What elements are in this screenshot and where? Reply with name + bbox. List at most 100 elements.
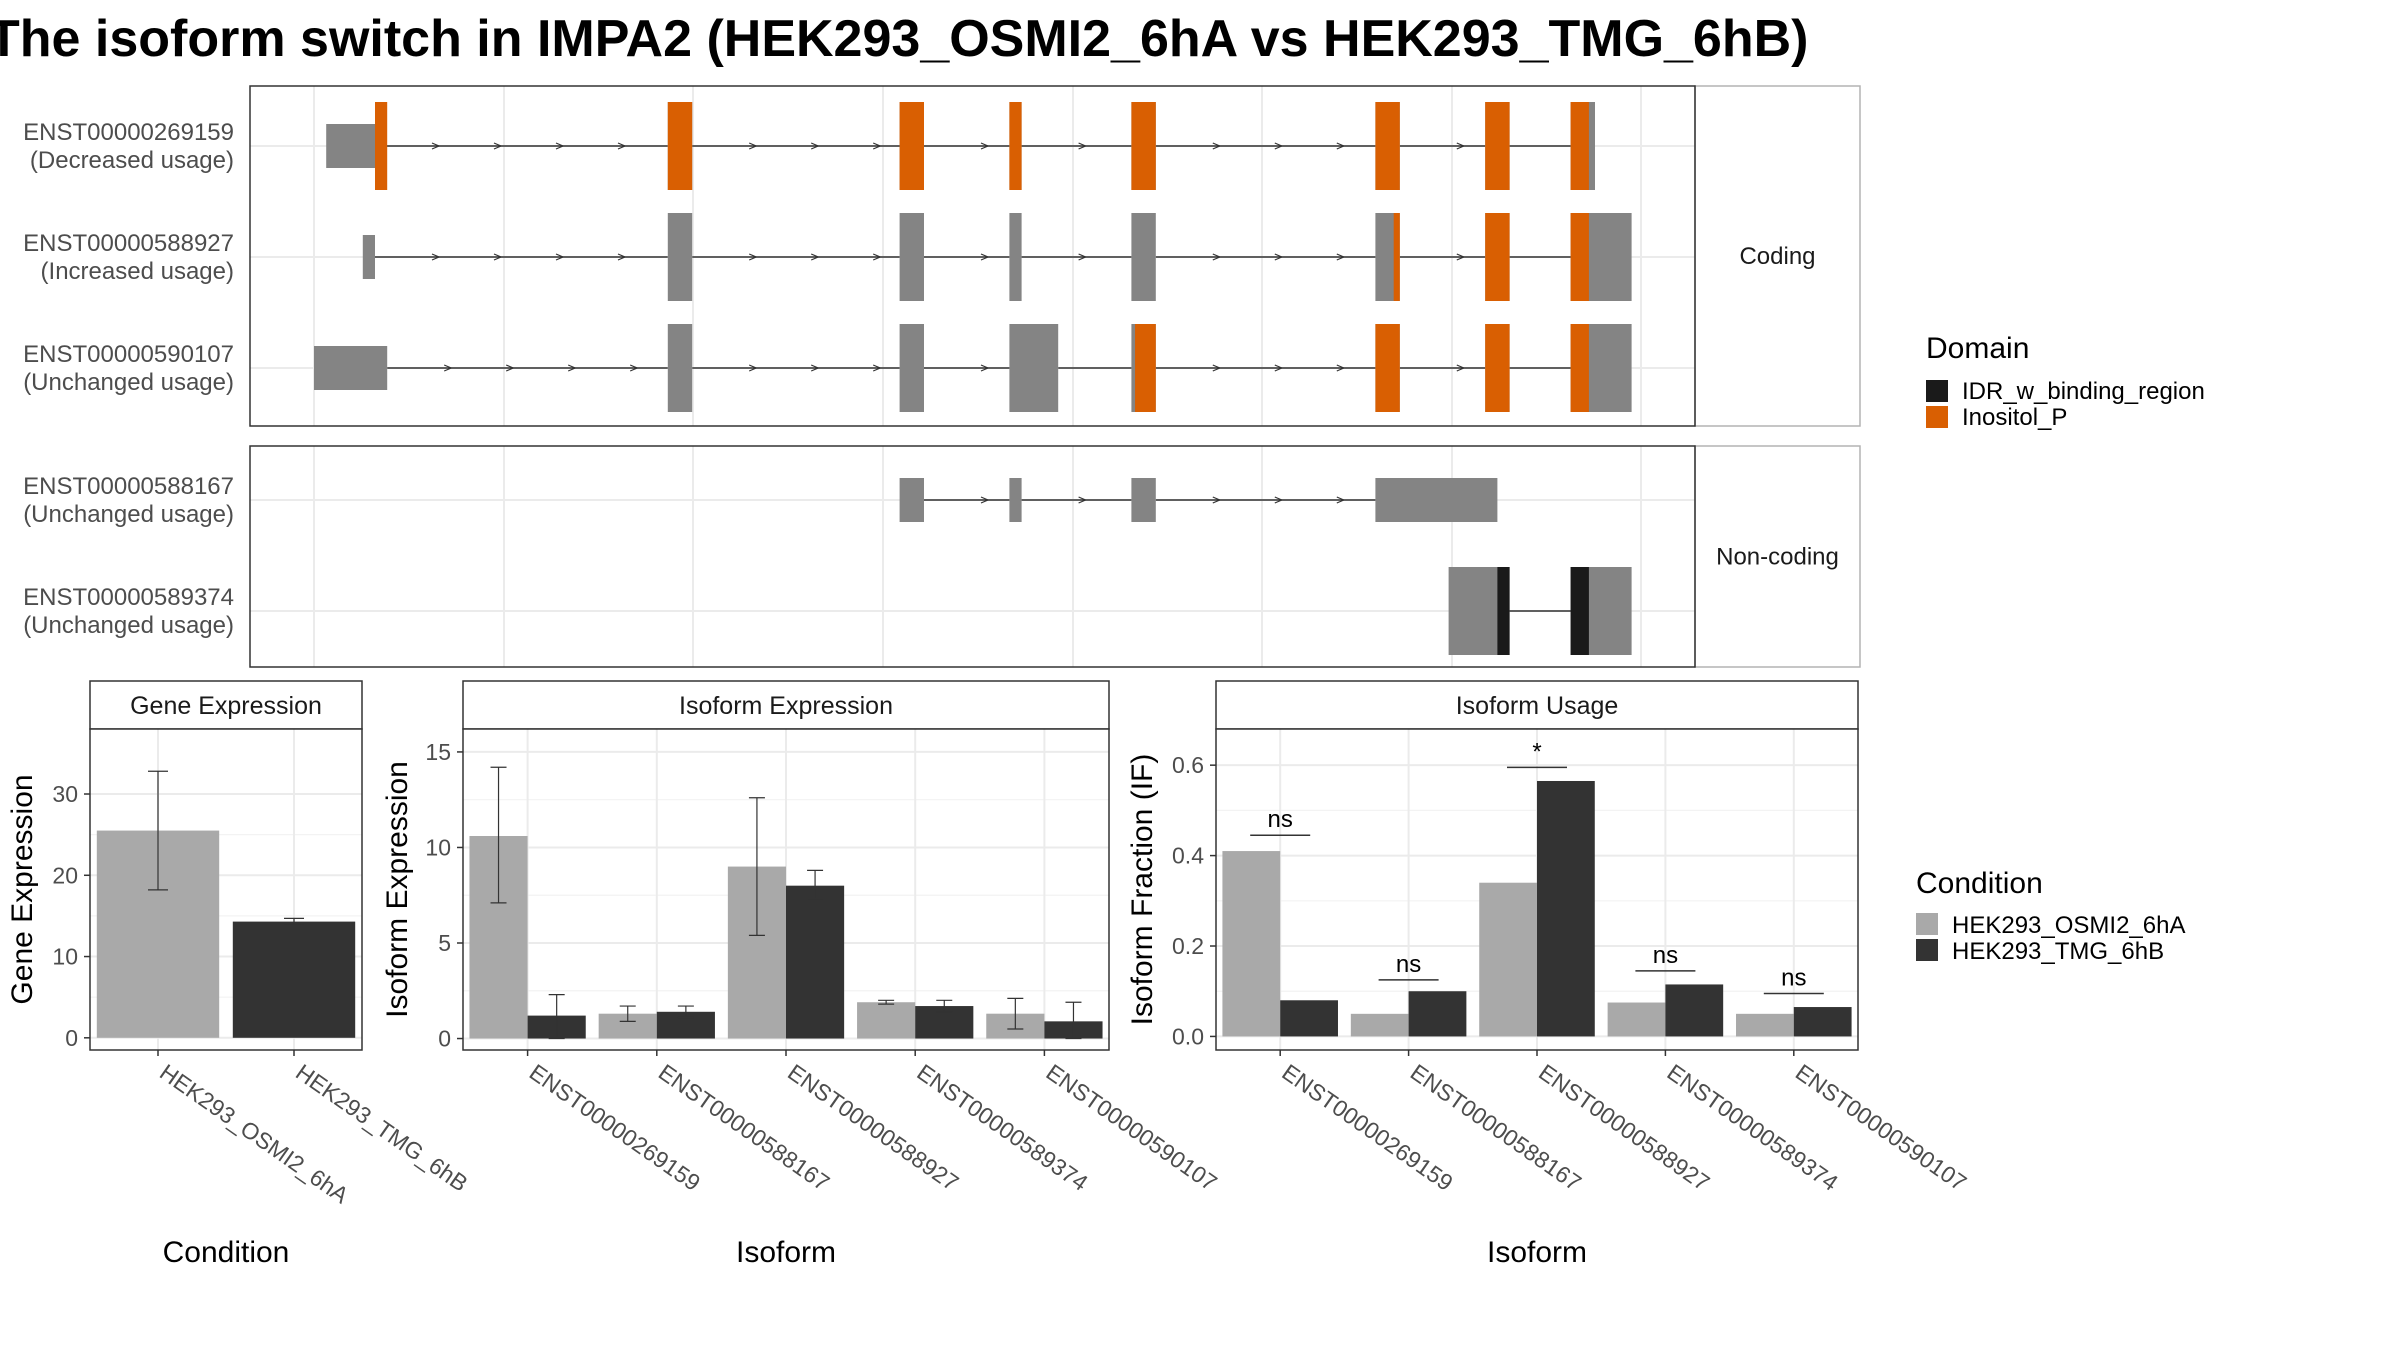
direction-arrow: [1336, 142, 1346, 150]
y-tick-label: 10: [52, 944, 78, 970]
direction-arrow: [1212, 496, 1222, 504]
direction-arrow: [493, 253, 503, 261]
bar-HEK293_TMG_6hB-ENST00000589374: [1665, 984, 1724, 1037]
significance-label: ns: [1653, 942, 1678, 969]
direction-arrow: [810, 142, 820, 150]
domain-inositol_p: [667, 102, 693, 190]
direction-arrow: [617, 142, 627, 150]
condition-legend-label: HEK293_TMG_6hB: [1952, 938, 2164, 965]
significance-label: ns: [1781, 964, 1806, 991]
domain-inositol_p: [1009, 102, 1022, 190]
domain-inositol_p: [1131, 102, 1156, 190]
panel-border: [1215, 728, 1859, 1051]
transcript-usage-label: (Unchanged usage): [23, 369, 234, 396]
direction-arrow: [1078, 253, 1088, 261]
facet-strip: [1694, 85, 1861, 427]
domain-idr_w_binding_region: [1497, 567, 1510, 655]
y-axis-title: Isoform Fraction (IF): [1126, 754, 1159, 1026]
direction-arrow: [1274, 496, 1284, 504]
direction-arrow: [1274, 364, 1284, 372]
bar-HEK293_OSMI2_6hA-ENST00000589374: [857, 1002, 916, 1039]
direction-arrow: [493, 142, 503, 150]
direction-arrow: [555, 142, 565, 150]
direction-arrow: [810, 253, 820, 261]
y-tick-label: 20: [52, 862, 78, 888]
condition-legend-swatch: [1916, 913, 1938, 935]
direction-arrow: [629, 364, 639, 372]
transcript-id-label: ENST00000588927: [23, 230, 234, 257]
y-tick-label: 0: [65, 1025, 78, 1051]
significance-label: ns: [1268, 806, 1293, 833]
direction-arrow: [617, 253, 627, 261]
domain-legend-label: Inositol_P: [1962, 404, 2067, 431]
bar-HEK293_TMG_6hB-ENST00000588167: [1408, 991, 1467, 1037]
condition-legend-title: Condition: [1916, 867, 2043, 900]
bar-HEK293_TMG_6hB-ENST00000588927: [1537, 780, 1595, 1037]
direction-arrow: [810, 364, 820, 372]
transcript-ENST00000588167: ENST00000588167(Unchanged usage): [23, 473, 1498, 528]
y-tick-label: 0.0: [1172, 1023, 1204, 1049]
exon: [326, 124, 375, 168]
domain-legend-title: Domain: [1926, 332, 2029, 365]
y-tick-label: 30: [52, 781, 78, 807]
y-tick-label: 15: [425, 739, 451, 765]
domain-inositol_p: [1485, 324, 1510, 412]
panel-border: [462, 728, 1110, 1051]
condition-legend-label: HEK293_OSMI2_6hA: [1952, 912, 2185, 939]
panel-strip: [89, 680, 363, 730]
panel-title: Isoform Usage: [1456, 692, 1619, 720]
condition-legend-swatch: [1916, 939, 1938, 961]
direction-arrow: [748, 142, 758, 150]
domain-legend-label: IDR_w_binding_region: [1962, 378, 2205, 405]
facet-label-non-coding: Non-coding: [1716, 544, 1839, 571]
domain-inositol_p: [1485, 213, 1510, 301]
domain-inositol_p: [1570, 102, 1589, 190]
domain-inositol_p: [1570, 213, 1589, 301]
direction-arrow: [431, 142, 441, 150]
exon: [1375, 478, 1498, 522]
y-axis-title: Isoform Expression: [381, 761, 414, 1018]
direction-arrow: [748, 364, 758, 372]
panel-border: [89, 728, 363, 1051]
transcript-id-label: ENST00000589374: [23, 584, 234, 611]
facet-label-coding: Coding: [1739, 243, 1815, 270]
transcript-ENST00000588927: ENST00000588927(Increased usage): [23, 213, 1632, 301]
y-tick-label: 5: [438, 930, 451, 956]
direction-arrow: [567, 364, 577, 372]
direction-arrow: [980, 142, 990, 150]
y-tick-label: 0.6: [1172, 752, 1204, 778]
direction-arrow: [1336, 364, 1346, 372]
transcript-id-label: ENST00000588167: [23, 473, 234, 500]
exon: [1009, 478, 1022, 522]
direction-arrow: [1212, 142, 1222, 150]
exon: [1009, 324, 1059, 412]
transcript-ENST00000269159: ENST00000269159(Decreased usage): [23, 102, 1595, 190]
domain-inositol_p: [375, 102, 388, 190]
direction-arrow: [1336, 496, 1346, 504]
direction-arrow: [980, 253, 990, 261]
transcript-usage-label: (Decreased usage): [30, 147, 234, 174]
panel-strip: [462, 680, 1110, 730]
direction-arrow: [872, 253, 882, 261]
exon: [1131, 213, 1156, 301]
y-tick-label: 0.2: [1172, 933, 1204, 959]
bar-HEK293_TMG_6hB-ENST00000588927: [786, 885, 845, 1039]
transcript-usage-label: (Increased usage): [41, 258, 234, 285]
exon: [362, 235, 375, 279]
panel-border: [249, 85, 1696, 427]
domain-inositol_p: [1375, 324, 1400, 412]
direction-arrow: [872, 364, 882, 372]
direction-arrow: [1274, 253, 1284, 261]
exon: [1131, 478, 1156, 522]
direction-arrow: [1274, 142, 1284, 150]
bar-HEK293_TMG_6hB-ENST00000269159: [1280, 1000, 1338, 1037]
bar-plots: Gene Expression0102030HEK293_OSMI2_6hAHE…: [6, 680, 1971, 1269]
domain-inositol_p: [1135, 324, 1156, 412]
direction-arrow: [555, 253, 565, 261]
direction-arrow: [748, 253, 758, 261]
y-tick-label: 10: [425, 834, 451, 860]
transcript-structure-plot: Coding ENST00000269159(Decreased usage) EN…: [23, 85, 1861, 668]
